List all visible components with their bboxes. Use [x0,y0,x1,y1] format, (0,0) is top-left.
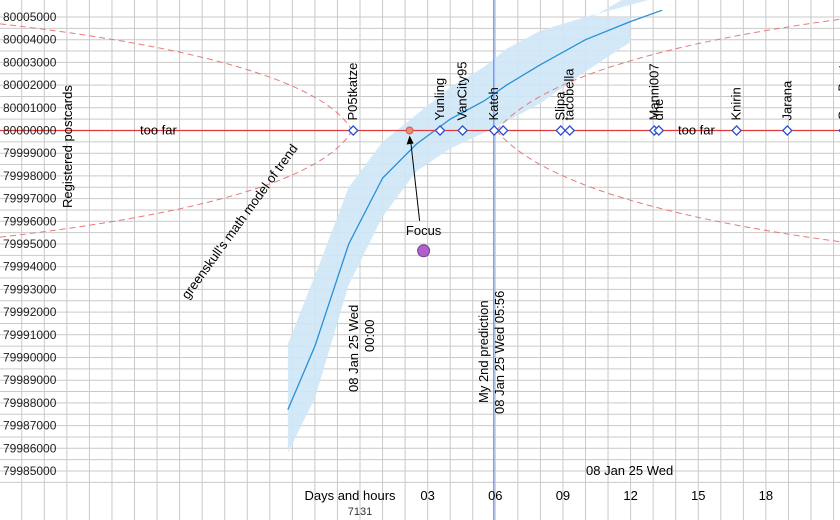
prediction-line-label: My 2nd prediction [476,300,491,403]
y-tick-label: 79997000 [3,192,57,206]
labels: 80005000 80004000 80003000 80002000 80001000… [3,10,840,518]
confidence-band [287,0,649,453]
prediction-marker [497,125,509,136]
too-far-right-label: too far [678,123,716,138]
y-tick-label: 79992000 [3,305,57,319]
y-tick-label: 80001000 [3,101,57,115]
focus-avatar-icon [417,244,431,258]
focus-label: Focus [406,223,442,238]
x-tick-label: 09 [556,488,570,503]
bottom-date-label: 08 Jan 25 Wed [586,463,673,478]
prediction-marker [347,125,359,136]
prediction-marker [555,125,567,136]
prediction-name-label: Katch [486,87,501,120]
trend-line [287,9,663,410]
boundary-curve-right-lower [496,130,840,243]
focus-point [405,126,414,135]
y-axis-title: Registered postcards [60,85,75,208]
boundary-curve-right-upper [496,18,840,131]
prediction-name-label: P05tkatze [345,63,360,121]
prediction-name-label: VanCity95 [455,61,470,120]
prediction-name-label: GrauBunt [836,64,840,120]
boundary-curves [0,18,840,243]
prediction-markers [347,125,840,258]
prediction-marker [457,125,469,136]
y-tick-label: 79991000 [3,328,57,342]
focus-arrow-line [410,140,421,221]
x-tick-label: 12 [623,488,637,503]
prediction-name-label: Jarana [779,80,794,121]
y-tick-label: 80002000 [3,78,57,92]
boundary-curve-left-lower [0,130,353,238]
x-footnote: 7131 [348,506,372,518]
y-tick-label: 79990000 [3,351,57,365]
prediction-name-label: Slipa [553,91,568,121]
prediction-marker [781,125,793,136]
y-tick-label: 79986000 [3,441,57,455]
prediction-marker [653,125,665,136]
y-tick-label: 79989000 [3,373,57,387]
y-tick-label: 79999000 [3,146,57,160]
x-tick-label: 15 [691,488,705,503]
too-far-left-label: too far [140,123,178,138]
prediction-marker [434,125,446,136]
trend-line-group [287,9,663,410]
y-tick-label: 79995000 [3,237,57,251]
y-tick-label: 79993000 [3,282,57,296]
prediction-marker [564,125,576,136]
prediction-marker [488,125,500,136]
x-tick-label: 03 [420,488,434,503]
midnight-time-label: 00:00 [362,319,377,352]
focus-arrow-head [406,135,414,145]
x-axis-title: Days and hours [304,488,396,503]
y-tick-label: 80005000 [3,10,57,24]
prediction-date-label: 08 Jan 25 Wed 05:56 [492,291,507,414]
prediction-name-label: Manni007 [646,63,661,120]
y-tick-label: 79996000 [3,214,57,228]
midnight-date-label: 08 Jan 25 Wed [346,305,361,392]
x-tick-label: 18 [759,488,773,503]
y-tick-label: 80004000 [3,33,57,47]
y-tick-label: 80000000 [3,124,57,138]
prediction-name-label: Yunling [432,78,447,121]
y-tick-label: 79985000 [3,464,57,478]
boundary-curve-left-upper [0,23,353,131]
prediction-marker [731,125,743,136]
y-tick-label: 79988000 [3,396,57,410]
prediction-name-label: dhe [651,99,666,121]
y-tick-label: 79998000 [3,169,57,183]
confidence-band-area [287,17,631,453]
prediction-name-label: tacobella [562,68,577,121]
y-tick-label: 79987000 [3,419,57,433]
prediction-name-label: Knirin [729,87,744,120]
x-tick-label: 06 [488,488,502,503]
y-tick-label: 80003000 [3,55,57,69]
y-tick-label: 79994000 [3,260,57,274]
